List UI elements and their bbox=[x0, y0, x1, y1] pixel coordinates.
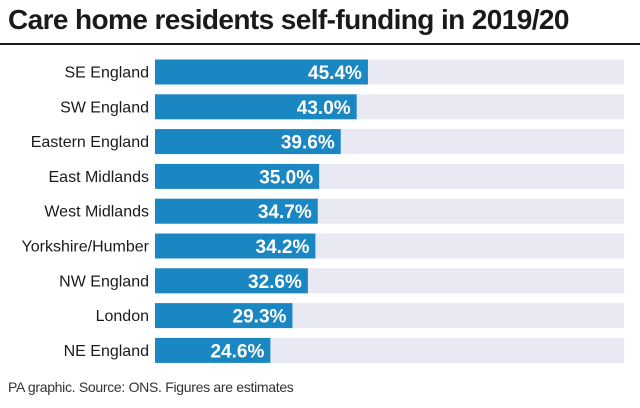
data-label: 29.3% bbox=[233, 307, 287, 328]
category-label: London bbox=[96, 308, 149, 325]
bar bbox=[155, 129, 341, 155]
bar bbox=[155, 198, 318, 224]
data-label: 34.7% bbox=[258, 202, 312, 223]
bar bbox=[155, 163, 320, 189]
bar-chart: SE England 45.4% SW England 43.0% Eastern En… bbox=[22, 59, 624, 363]
category-label: SW England bbox=[60, 99, 149, 116]
category-label: East Midlands bbox=[49, 169, 150, 186]
source-footer: PA graphic. Source: ONS. Figures are est… bbox=[8, 379, 294, 395]
chart-title: Care home residents self-funding in 2019… bbox=[8, 4, 569, 35]
category-label: Yorkshire/Humber bbox=[22, 239, 150, 256]
data-label: 45.4% bbox=[308, 63, 362, 84]
category-label: SE England bbox=[64, 65, 149, 82]
data-label: 32.6% bbox=[248, 272, 302, 293]
category-label: West Midlands bbox=[44, 204, 149, 221]
bar bbox=[155, 94, 357, 120]
category-label: NE England bbox=[64, 343, 149, 360]
category-label: NW England bbox=[59, 273, 149, 290]
bar bbox=[155, 337, 271, 363]
category-label: Eastern England bbox=[31, 134, 149, 151]
bar bbox=[155, 303, 293, 329]
title-rule bbox=[0, 43, 640, 45]
data-label: 24.6% bbox=[210, 341, 264, 362]
bar bbox=[155, 268, 308, 294]
data-label: 34.2% bbox=[256, 237, 310, 258]
data-label: 43.0% bbox=[297, 98, 351, 119]
bar bbox=[155, 233, 316, 259]
data-label: 39.6% bbox=[281, 133, 335, 154]
bar bbox=[155, 59, 368, 85]
data-label: 35.0% bbox=[259, 167, 313, 188]
